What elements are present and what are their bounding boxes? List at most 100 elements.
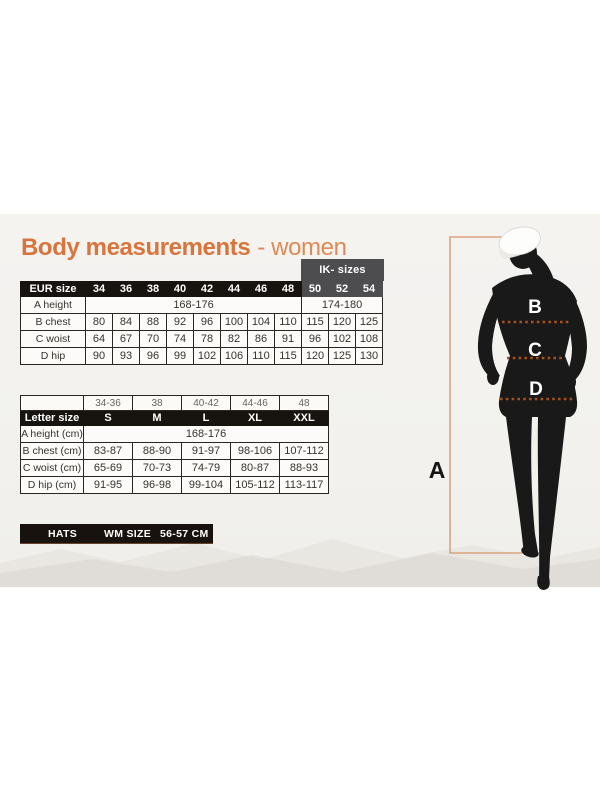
value-cell: 105-112 (230, 476, 280, 494)
eur-size-cell: 42 (193, 281, 221, 297)
group-cell: 40-42 (181, 395, 231, 411)
row-label: C woist (cm) (20, 459, 84, 477)
height-merged: 168-176 (83, 425, 329, 443)
value-cell: 106 (220, 347, 248, 365)
value-cell: 125 (328, 347, 356, 365)
value-cell: 74 (166, 330, 194, 348)
hats-label: HATS (48, 527, 78, 540)
letter-size-cell: M (132, 410, 182, 426)
group-cell: 34-36 (83, 395, 133, 411)
ik-size-cell: 54 (355, 281, 383, 297)
baseball-cap (498, 226, 541, 260)
value-cell: 74-79 (181, 459, 231, 477)
hats-size-value: 56-57 CM (160, 527, 209, 540)
row-label: D hip (cm) (20, 476, 84, 494)
eur-size-cell: 44 (220, 281, 248, 297)
row-label: B chest (20, 313, 86, 331)
value-cell: 120 (301, 347, 329, 365)
value-cell: 115 (274, 347, 302, 365)
eur-size-cell: 40 (166, 281, 194, 297)
eur-group-row: 34-36 38 40-42 44-46 48 (20, 395, 329, 411)
value-cell: 78 (193, 330, 221, 348)
page-title-sub: - women (257, 234, 347, 261)
eur-header-row: EUR size 34 36 38 40 42 44 46 48 50 52 5… (20, 281, 383, 297)
letter-header-row: Letter size S M L XL XXL (20, 410, 329, 426)
row-label: C woist (20, 330, 86, 348)
value-cell: 130 (355, 347, 383, 365)
hip-row: D hip 90 93 96 99 102 106 110 115 120 12… (20, 347, 383, 365)
waist-row: C woist 64 67 70 74 78 82 86 91 96 102 1… (20, 330, 383, 348)
group-cell: 38 (132, 395, 182, 411)
letter-size-cell: XL (230, 410, 280, 426)
eur-size-table: EUR size 34 36 38 40 42 44 46 48 50 52 5… (20, 281, 383, 365)
value-cell: 92 (166, 313, 194, 331)
measure-lines (500, 320, 574, 401)
ik-size-cell: 52 (328, 281, 356, 297)
page-title: Body measurements - women (21, 233, 347, 263)
value-cell: 113-117 (279, 476, 329, 494)
hip-row: D hip (cm) 91-95 96-98 99-104 105-112 11… (20, 476, 329, 494)
value-cell: 98-106 (230, 442, 280, 460)
height-merged-ik: 174-180 (301, 296, 383, 314)
letter-corner-label: Letter size (20, 410, 84, 426)
row-label: A height (cm) (20, 425, 84, 443)
eur-size-cell: 46 (247, 281, 275, 297)
value-cell: 99 (166, 347, 194, 365)
page-title-main: Body measurements (21, 234, 251, 261)
group-cell: 48 (279, 395, 329, 411)
value-cell: 102 (328, 330, 356, 348)
value-cell: 80-87 (230, 459, 280, 477)
value-cell: 107-112 (279, 442, 329, 460)
measurement-figure: A B C D (429, 226, 587, 590)
hip-letter: D (529, 379, 543, 400)
ik-sizes-header: IK- sizes (301, 259, 384, 281)
value-cell: 110 (247, 347, 275, 365)
value-cell: 90 (85, 347, 113, 365)
letter-size-table: 34-36 38 40-42 44-46 48 Letter size S M … (20, 395, 329, 494)
hats-size-bar: HATS WM SIZE 56-57 CM (20, 524, 213, 543)
value-cell: 88-93 (279, 459, 329, 477)
eur-size-cell: 48 (274, 281, 302, 297)
value-cell: 84 (112, 313, 140, 331)
height-row: A height 168-176 174-180 (20, 296, 383, 314)
value-cell: 86 (247, 330, 275, 348)
value-cell: 104 (247, 313, 275, 331)
eur-size-cell: 38 (139, 281, 167, 297)
value-cell: 83-87 (83, 442, 133, 460)
value-cell: 80 (85, 313, 113, 331)
value-cell: 67 (112, 330, 140, 348)
value-cell: 96-98 (132, 476, 182, 494)
hats-size-label: WM SIZE (104, 527, 152, 540)
letter-size-cell: S (83, 410, 133, 426)
chest-letter: B (528, 297, 542, 318)
height-bracket (449, 236, 530, 554)
value-cell: 82 (220, 330, 248, 348)
value-cell: 115 (301, 313, 329, 331)
value-cell: 125 (355, 313, 383, 331)
row-label: A height (20, 296, 86, 314)
value-cell: 65-69 (83, 459, 133, 477)
value-cell: 91-97 (181, 442, 231, 460)
value-cell: 96 (301, 330, 329, 348)
value-cell: 93 (112, 347, 140, 365)
value-cell: 120 (328, 313, 356, 331)
value-cell: 70 (139, 330, 167, 348)
row-label: D hip (20, 347, 86, 365)
value-cell: 96 (139, 347, 167, 365)
height-letter: A (429, 457, 446, 483)
eur-size-cell: 34 (85, 281, 113, 297)
value-cell: 102 (193, 347, 221, 365)
chest-row: B chest (cm) 83-87 88-90 91-97 98-106 10… (20, 442, 329, 460)
chest-row: B chest 80 84 88 92 96 100 104 110 115 1… (20, 313, 383, 331)
value-cell: 91 (274, 330, 302, 348)
row-label: B chest (cm) (20, 442, 84, 460)
value-cell: 100 (220, 313, 248, 331)
letter-size-cell: L (181, 410, 231, 426)
waist-row: C woist (cm) 65-69 70-73 74-79 80-87 88-… (20, 459, 329, 477)
value-cell: 91-95 (83, 476, 133, 494)
value-cell: 110 (274, 313, 302, 331)
value-cell: 99-104 (181, 476, 231, 494)
value-cell: 108 (355, 330, 383, 348)
group-cell: 44-46 (230, 395, 280, 411)
value-cell: 64 (85, 330, 113, 348)
